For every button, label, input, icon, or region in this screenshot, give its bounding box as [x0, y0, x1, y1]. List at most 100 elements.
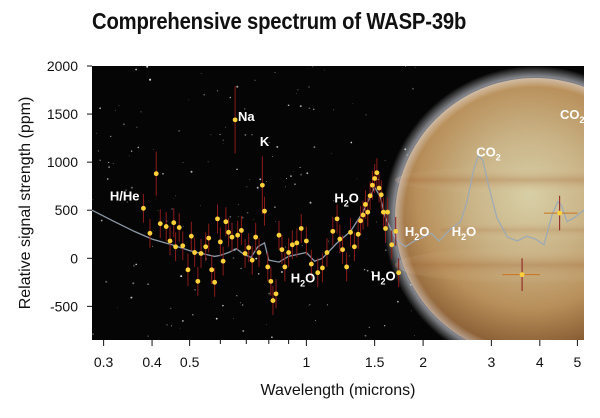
- star: [254, 79, 256, 81]
- star: [130, 186, 133, 189]
- data-point: [367, 193, 373, 199]
- star: [356, 178, 358, 180]
- star: [241, 304, 244, 306]
- star: [173, 197, 175, 199]
- data-point: [195, 278, 201, 284]
- data-point: [253, 234, 259, 240]
- data-point: [171, 220, 177, 226]
- x-tick-label: 0.3: [94, 354, 114, 370]
- y-tick-label: 500: [55, 202, 79, 218]
- data-point: [188, 233, 194, 239]
- star: [312, 66, 314, 68]
- star: [239, 302, 242, 304]
- data-point: [320, 265, 325, 271]
- star: [307, 67, 309, 69]
- star: [309, 201, 312, 204]
- x-tick-label: 0.4: [142, 354, 162, 370]
- data-point: [340, 247, 345, 253]
- data-point: [374, 170, 380, 176]
- star: [253, 219, 255, 221]
- star: [199, 205, 201, 207]
- data-point: [279, 247, 285, 253]
- data-point: [286, 250, 292, 255]
- data-point: [246, 245, 252, 251]
- star: [413, 334, 415, 337]
- star: [246, 186, 248, 188]
- star: [411, 87, 414, 90]
- star: [178, 130, 180, 132]
- x-tick-label: 0.5: [180, 354, 200, 370]
- star: [179, 327, 181, 329]
- data-point: [239, 228, 244, 233]
- star: [125, 189, 128, 192]
- data-point: [324, 250, 330, 255]
- data-point: [383, 226, 388, 231]
- star: [229, 215, 232, 218]
- chart-title: Comprehensive spectrum of WASP-39b: [92, 8, 467, 34]
- data-point: [223, 219, 229, 225]
- molecule-label: CO2: [476, 144, 501, 162]
- data-point: [355, 231, 361, 237]
- data-point: [235, 232, 241, 238]
- star: [182, 162, 184, 164]
- data-point: [334, 216, 340, 222]
- data-point: [396, 270, 402, 276]
- star: [275, 221, 276, 222]
- data-point: [389, 242, 395, 248]
- star: [363, 268, 366, 271]
- data-point: [378, 192, 384, 198]
- model-spectrum-line: [92, 154, 584, 263]
- data-point: [167, 238, 173, 244]
- star: [366, 269, 369, 272]
- star: [222, 143, 224, 145]
- data-point: [365, 209, 371, 215]
- star: [333, 200, 335, 202]
- data-point: [206, 235, 212, 241]
- data-point: [315, 270, 321, 276]
- star: [287, 104, 290, 107]
- data-point: [220, 258, 226, 264]
- star: [265, 324, 267, 325]
- star: [224, 126, 227, 128]
- star: [326, 304, 328, 306]
- x-tick-label: 5: [573, 354, 581, 370]
- star: [308, 107, 311, 110]
- star: [236, 295, 238, 297]
- data-point: [270, 298, 276, 303]
- y-tick-label: -500: [50, 298, 78, 314]
- data-point: [180, 243, 186, 249]
- star: [333, 109, 335, 111]
- star: [256, 186, 259, 189]
- star: [126, 201, 128, 203]
- star: [170, 325, 172, 327]
- star: [130, 150, 133, 152]
- data-point: [176, 225, 182, 230]
- data-point: [369, 182, 375, 188]
- data-point: [303, 238, 309, 244]
- star: [328, 240, 330, 242]
- star: [290, 175, 292, 178]
- data-point: [273, 291, 279, 297]
- star: [110, 135, 112, 138]
- y-tick-label: 2000: [47, 58, 78, 74]
- data-point: [344, 264, 350, 270]
- data-point: [185, 267, 191, 273]
- star: [308, 86, 310, 88]
- data-point: [173, 244, 178, 250]
- star: [149, 78, 152, 81]
- star: [384, 159, 386, 161]
- data-point: [557, 210, 563, 216]
- data-point: [192, 250, 198, 255]
- data-point: [360, 212, 366, 218]
- star: [236, 85, 239, 88]
- star: [194, 289, 196, 291]
- data-point: [217, 239, 223, 245]
- star: [133, 264, 135, 267]
- star: [219, 133, 221, 135]
- star: [368, 326, 370, 329]
- star: [222, 139, 225, 141]
- star: [153, 148, 154, 150]
- star: [237, 216, 239, 217]
- star: [276, 145, 279, 148]
- star: [100, 219, 103, 222]
